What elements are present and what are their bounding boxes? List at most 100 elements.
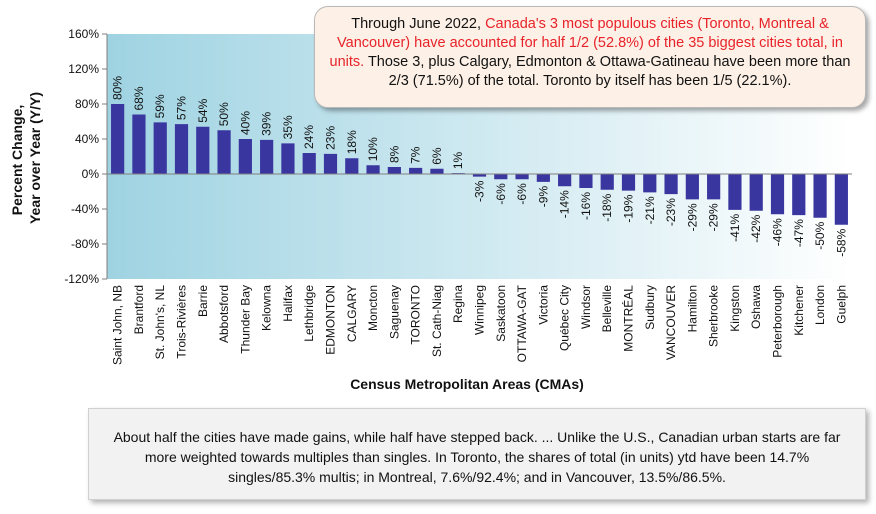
x-tick-label: Victoria bbox=[536, 285, 550, 325]
bar bbox=[536, 174, 550, 182]
bar bbox=[685, 174, 699, 200]
callout-box: Through June 2022, Canada's 3 most popul… bbox=[314, 6, 866, 108]
bar bbox=[409, 167, 423, 174]
y-tick-label: -40% bbox=[71, 202, 99, 216]
bar-value-label: -3% bbox=[473, 180, 487, 202]
bar bbox=[302, 153, 316, 174]
y-tick-label: 80% bbox=[75, 97, 99, 111]
x-tick-label: VANCOUVER bbox=[664, 285, 678, 360]
bar bbox=[387, 167, 401, 174]
bar-value-label: 80% bbox=[111, 76, 125, 100]
bar-value-label: 24% bbox=[302, 125, 316, 149]
x-axis-title: Census Metropolitan Areas (CMAs) bbox=[350, 376, 584, 392]
x-tick-label: Barrie bbox=[196, 285, 210, 317]
bar bbox=[600, 174, 614, 190]
note-box: About half the cities have made gains, w… bbox=[88, 408, 866, 500]
x-tick-label: EDMONTON bbox=[324, 285, 338, 355]
bar-value-label: -29% bbox=[685, 203, 699, 231]
bar-value-label: 68% bbox=[132, 86, 146, 110]
bar-value-label: -19% bbox=[622, 194, 636, 222]
x-tick-label: Halifax bbox=[281, 285, 295, 322]
bar bbox=[366, 165, 380, 174]
x-tick-label: TORONTO bbox=[409, 285, 423, 345]
x-tick-label: Hamilton bbox=[685, 285, 699, 332]
bar-value-label: -16% bbox=[579, 192, 593, 220]
x-tick-label: Sherbrooke bbox=[707, 285, 721, 347]
bar-value-label: 39% bbox=[260, 112, 274, 136]
bar-value-label: 10% bbox=[366, 137, 380, 161]
bar bbox=[792, 174, 806, 216]
bar-value-label: -6% bbox=[494, 183, 508, 205]
y-axis-title-line1: Percent Change, bbox=[9, 105, 25, 215]
bar bbox=[813, 174, 827, 218]
y-axis-title-line2: Year over Year (Y/Y) bbox=[27, 92, 43, 224]
x-tick-label: Kingston bbox=[728, 285, 742, 332]
bar-value-label: -47% bbox=[792, 219, 806, 247]
bar-value-label: 35% bbox=[281, 115, 295, 139]
x-tick-label: Windsor bbox=[579, 285, 593, 329]
x-tick-label: Oshawa bbox=[749, 285, 763, 329]
x-tick-label: St. Cath-Niag bbox=[430, 285, 444, 357]
x-tick-label: Saskatoon bbox=[494, 285, 508, 342]
x-tick-label: Winnipeg bbox=[473, 285, 487, 335]
bar-value-label: 1% bbox=[451, 151, 465, 169]
bar bbox=[707, 174, 721, 200]
bar-value-label: 18% bbox=[345, 130, 359, 154]
bar bbox=[323, 153, 338, 174]
bar-value-label: -58% bbox=[834, 228, 848, 256]
bar bbox=[515, 174, 529, 180]
x-tick-label: Moncton bbox=[366, 285, 380, 331]
x-axis: Saint John, NB Brantford St. John's, NL Tro… bbox=[111, 284, 849, 365]
bar bbox=[174, 124, 189, 174]
bar bbox=[494, 174, 508, 180]
y-tick-label: 120% bbox=[68, 62, 99, 76]
x-tick-label: Guelph bbox=[834, 285, 848, 324]
x-tick-label: Lethbridge bbox=[302, 285, 316, 342]
x-tick-label: Abbotsford bbox=[217, 285, 231, 343]
bar-value-label: -21% bbox=[643, 196, 657, 224]
x-tick-label: OTTAWA-GAT bbox=[515, 284, 529, 362]
bar-value-label: 40% bbox=[238, 111, 252, 135]
y-tick-label: -120% bbox=[64, 272, 99, 286]
note-text: About half the cities have made gains, w… bbox=[113, 429, 841, 485]
bar-value-label: -29% bbox=[707, 203, 721, 231]
bar-value-label: 8% bbox=[387, 145, 401, 163]
bar bbox=[834, 174, 848, 225]
x-tick-label: Saguenay bbox=[387, 285, 401, 339]
bar bbox=[643, 174, 657, 193]
x-tick-label: Kitchener bbox=[792, 285, 806, 336]
bar bbox=[132, 114, 146, 174]
bar bbox=[770, 174, 785, 215]
bar-value-label: -23% bbox=[664, 198, 678, 226]
bar bbox=[621, 174, 636, 191]
x-tick-label: MONTRÉAL bbox=[621, 285, 636, 352]
bar bbox=[430, 168, 444, 174]
bar-value-label: 6% bbox=[430, 147, 444, 165]
bar bbox=[111, 104, 125, 174]
bar-value-label: -14% bbox=[558, 190, 572, 218]
bar-value-label: -18% bbox=[600, 193, 614, 221]
y-tick-label: 0% bbox=[82, 167, 100, 181]
bar-value-label: 54% bbox=[196, 98, 210, 122]
bar-value-label: -46% bbox=[771, 218, 785, 246]
bar bbox=[472, 174, 487, 177]
bar bbox=[345, 158, 359, 174]
x-tick-label: Sudbury bbox=[643, 285, 657, 330]
bar-value-label: 7% bbox=[409, 146, 423, 164]
y-tick-label: -80% bbox=[71, 237, 99, 251]
x-tick-label: London bbox=[813, 285, 827, 325]
bar bbox=[728, 174, 742, 210]
x-tick-label: Thunder Bay bbox=[238, 285, 252, 354]
bar bbox=[664, 174, 678, 195]
bar bbox=[558, 174, 572, 187]
bars: 80% 68% 59% 57% 54% 50% 40% 39% 35% 24% 23% 18% 10% 8… bbox=[107, 76, 852, 257]
bar-value-label: -9% bbox=[536, 186, 550, 208]
callout-text-end: Those 3, plus Calgary, Edmonton & Ottawa… bbox=[364, 54, 851, 89]
bar-value-label: -50% bbox=[813, 221, 827, 249]
bar bbox=[579, 174, 593, 188]
bar-value-label: -6% bbox=[515, 183, 529, 205]
bar bbox=[217, 130, 231, 174]
y-axis: -120% -80% -40% 0% 40% 80% 120% 160% bbox=[64, 27, 108, 286]
x-tick-label: Kelowna bbox=[260, 285, 274, 331]
bar-value-label: 50% bbox=[217, 102, 231, 126]
